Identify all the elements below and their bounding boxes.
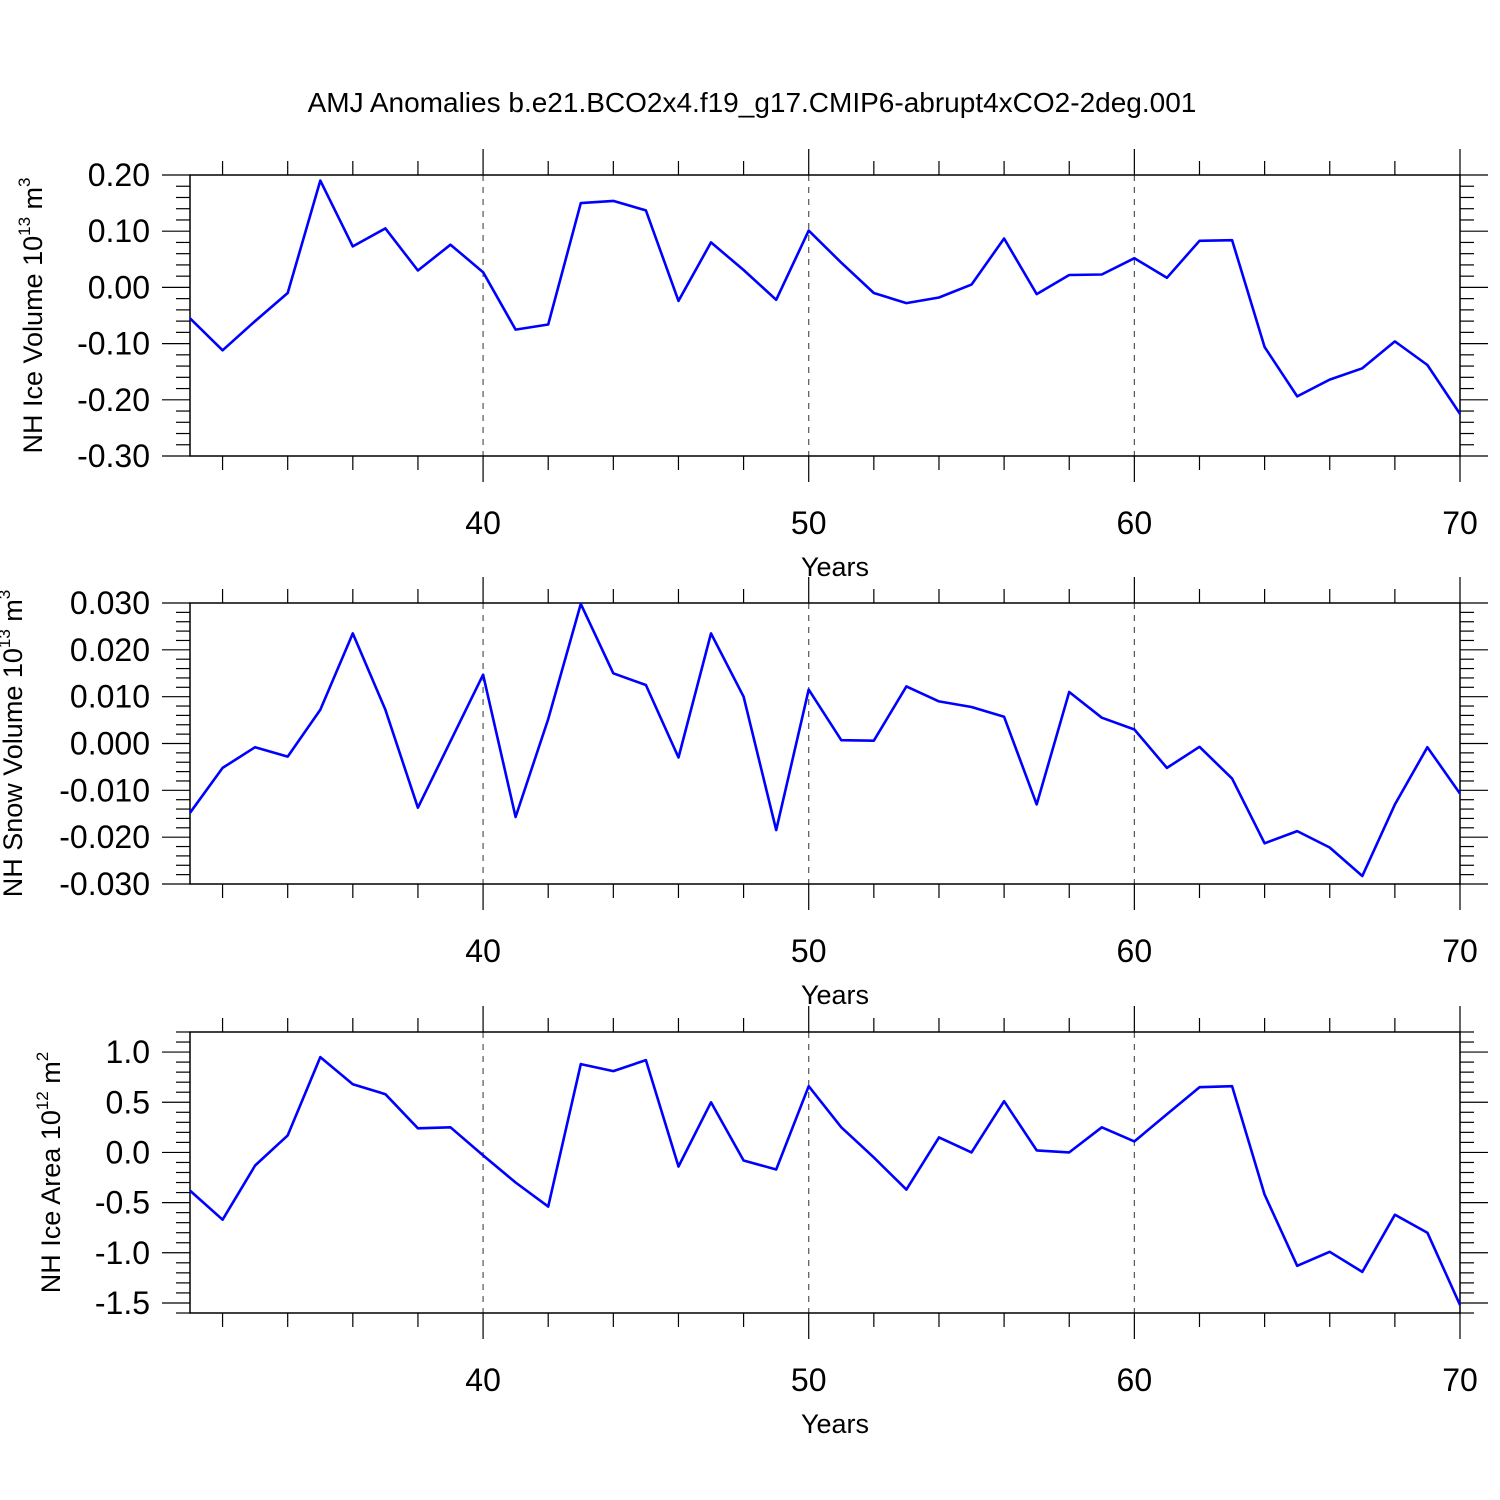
x-axis-title: Years — [801, 980, 869, 1010]
y-tick-label: -1.5 — [95, 1285, 150, 1321]
x-tick-label: 40 — [465, 933, 501, 969]
y-tick-label: 0.020 — [70, 632, 150, 668]
series-line-1 — [189, 1055, 1462, 1306]
x-tick-label: 70 — [1442, 505, 1478, 541]
x-tick-label: 50 — [791, 505, 827, 541]
x-tick-label: 50 — [791, 1362, 827, 1398]
y-axis-title: NH Snow Volume 1013 m3 — [0, 590, 28, 898]
x-tick-label: 40 — [465, 1362, 501, 1398]
y-tick-label: 0.20 — [88, 157, 150, 193]
x-tick-label: 50 — [791, 933, 827, 969]
y-tick-label: -0.5 — [95, 1185, 150, 1221]
plot-frame — [189, 1031, 1461, 1314]
panel-2: 40 50 60 70 Years 0.030 0.020 0.010 0.000 -0.010 -… — [0, 577, 1488, 1010]
x-tick-label: 60 — [1117, 933, 1153, 969]
y-tick-label: -0.030 — [59, 866, 150, 902]
y-tick-label: -1.0 — [95, 1235, 150, 1271]
panel-1: 40 50 60 70 Years 0.20 0.10 0.00 -0.10 -0.20 -0.30… — [15, 149, 1488, 582]
y-tick-label: 0.000 — [70, 726, 150, 762]
chart-panels: 40 50 60 70 Years 0.20 0.10 0.00 -0.10 -0.20 -0.30… — [0, 149, 1488, 1439]
x-tick-label: 60 — [1117, 1362, 1153, 1398]
y-tick-label: -0.30 — [77, 438, 150, 474]
y-tick-label: 0.10 — [88, 213, 150, 249]
x-tick-label: 40 — [465, 505, 501, 541]
x-tick-label: 70 — [1442, 933, 1478, 969]
y-tick-label: 0.030 — [70, 585, 150, 621]
y-tick-label: 0.010 — [70, 679, 150, 715]
x-axis-title: Years — [801, 552, 869, 582]
y-tick-label: -0.20 — [77, 382, 150, 418]
y-axis-title: NH Ice Area 1012 m2 — [33, 1052, 66, 1293]
x-tick-label: 70 — [1442, 1362, 1478, 1398]
y-tick-label: -0.020 — [59, 819, 150, 855]
x-tick-label: 60 — [1117, 505, 1153, 541]
y-tick-label: -0.010 — [59, 772, 150, 808]
y-tick-label: 0.0 — [106, 1134, 150, 1170]
figure-title: AMJ Anomalies b.e21.BCO2x4.f19_g17.CMIP6… — [308, 87, 1197, 118]
x-axis-title: Years — [801, 1409, 869, 1439]
series-line-1 — [189, 179, 1462, 415]
y-axis-title: NH Ice Volume 1013 m3 — [15, 178, 48, 454]
series-line-1 — [188, 602, 1462, 878]
y-tick-label: 0.00 — [88, 269, 150, 305]
panel-3: 40 50 60 70 Years 1.0 0.5 0.0 -0.5 -1.0 -1.5 NH Ice… — [33, 1006, 1488, 1439]
y-tick-label: 1.0 — [106, 1034, 150, 1070]
plot-frame — [189, 174, 1461, 457]
y-tick-label: -0.10 — [77, 326, 150, 362]
y-tick-label: 0.5 — [106, 1084, 150, 1120]
